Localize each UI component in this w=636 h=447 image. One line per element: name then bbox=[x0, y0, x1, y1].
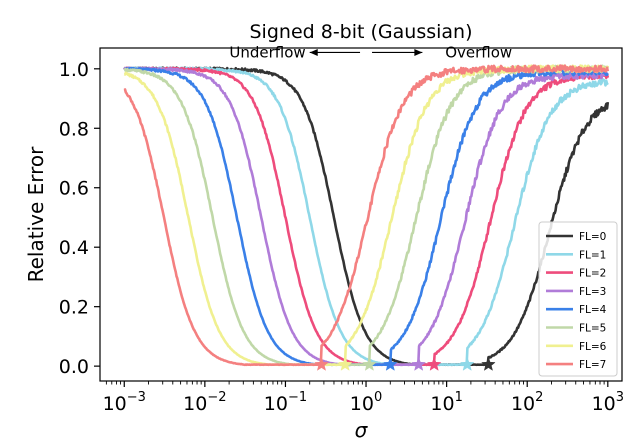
series-lines bbox=[123, 64, 610, 371]
overflow-label: Overflow bbox=[445, 43, 512, 61]
x-tick-label: 10−1 bbox=[264, 390, 307, 415]
series-line-FL=6 bbox=[123, 64, 610, 367]
underflow-label: Underflow bbox=[229, 43, 305, 61]
minimum-marker-FL=7 bbox=[314, 356, 329, 371]
y-tick-label: 0.8 bbox=[59, 118, 89, 140]
y-tick-label: 0.6 bbox=[59, 178, 89, 200]
legend-label-FL=4: FL=4 bbox=[579, 304, 607, 316]
legend-label-FL=6: FL=6 bbox=[579, 341, 607, 353]
legend-label-FL=5: FL=5 bbox=[579, 323, 606, 335]
series-line-FL=4 bbox=[123, 66, 609, 367]
minimum-marker-FL=5 bbox=[362, 356, 377, 371]
y-tick-label: 0.4 bbox=[59, 237, 89, 259]
series-line-FL=1 bbox=[123, 66, 609, 367]
legend-label-FL=7: FL=7 bbox=[579, 359, 606, 371]
minimum-marker-FL=2 bbox=[426, 356, 442, 371]
legend-label-FL=0: FL=0 bbox=[579, 231, 606, 243]
x-tick-label: 102 bbox=[511, 390, 543, 415]
x-tick-label: 10−2 bbox=[183, 390, 226, 415]
series-line-FL=3 bbox=[123, 66, 609, 367]
y-tick-label: 0.0 bbox=[59, 356, 89, 378]
minimum-marker-FL=4 bbox=[382, 356, 398, 371]
plot-frame bbox=[99, 47, 623, 382]
axes: Signed 8-bit (Gaussian) 0.0 0.2 0.4 0.6 0.8 1.… bbox=[24, 21, 624, 442]
legend: FL=0 FL=1 FL=2 FL=3 FL=4 FL=5 FL=6 FL=7 bbox=[538, 221, 618, 377]
legend-label-FL=1: FL=1 bbox=[579, 249, 606, 261]
y-axis-label: Relative Error bbox=[24, 146, 48, 283]
minimum-marker-FL=3 bbox=[411, 356, 427, 371]
series-line-FL=2 bbox=[123, 66, 610, 367]
x-tick-label: 100 bbox=[350, 390, 382, 415]
minimum-marker-FL=0 bbox=[481, 356, 496, 371]
legend-label-FL=2: FL=2 bbox=[579, 268, 606, 280]
chart-title: Signed 8-bit (Gaussian) bbox=[250, 21, 473, 43]
underflow-arrow-head bbox=[309, 48, 318, 56]
overflow-arrow-head bbox=[414, 48, 423, 56]
x-axis-label: σ bbox=[355, 418, 369, 442]
x-tick-label: 101 bbox=[430, 390, 462, 415]
minimum-marker-FL=6 bbox=[337, 356, 353, 371]
y-tick-label: 1.0 bbox=[59, 59, 89, 81]
x-tick-label: 103 bbox=[592, 390, 624, 415]
series-line-FL=7 bbox=[123, 64, 610, 367]
legend-label-FL=3: FL=3 bbox=[579, 286, 606, 298]
legend-box bbox=[538, 221, 618, 377]
annotations: Underflow Overflow bbox=[229, 43, 512, 61]
y-tick-label: 0.2 bbox=[59, 297, 89, 319]
series-line-FL=5 bbox=[123, 64, 610, 367]
minimum-marker-FL=1 bbox=[459, 356, 475, 371]
x-tick-label: 10−3 bbox=[103, 390, 146, 415]
series-line-FL=0 bbox=[123, 66, 610, 367]
